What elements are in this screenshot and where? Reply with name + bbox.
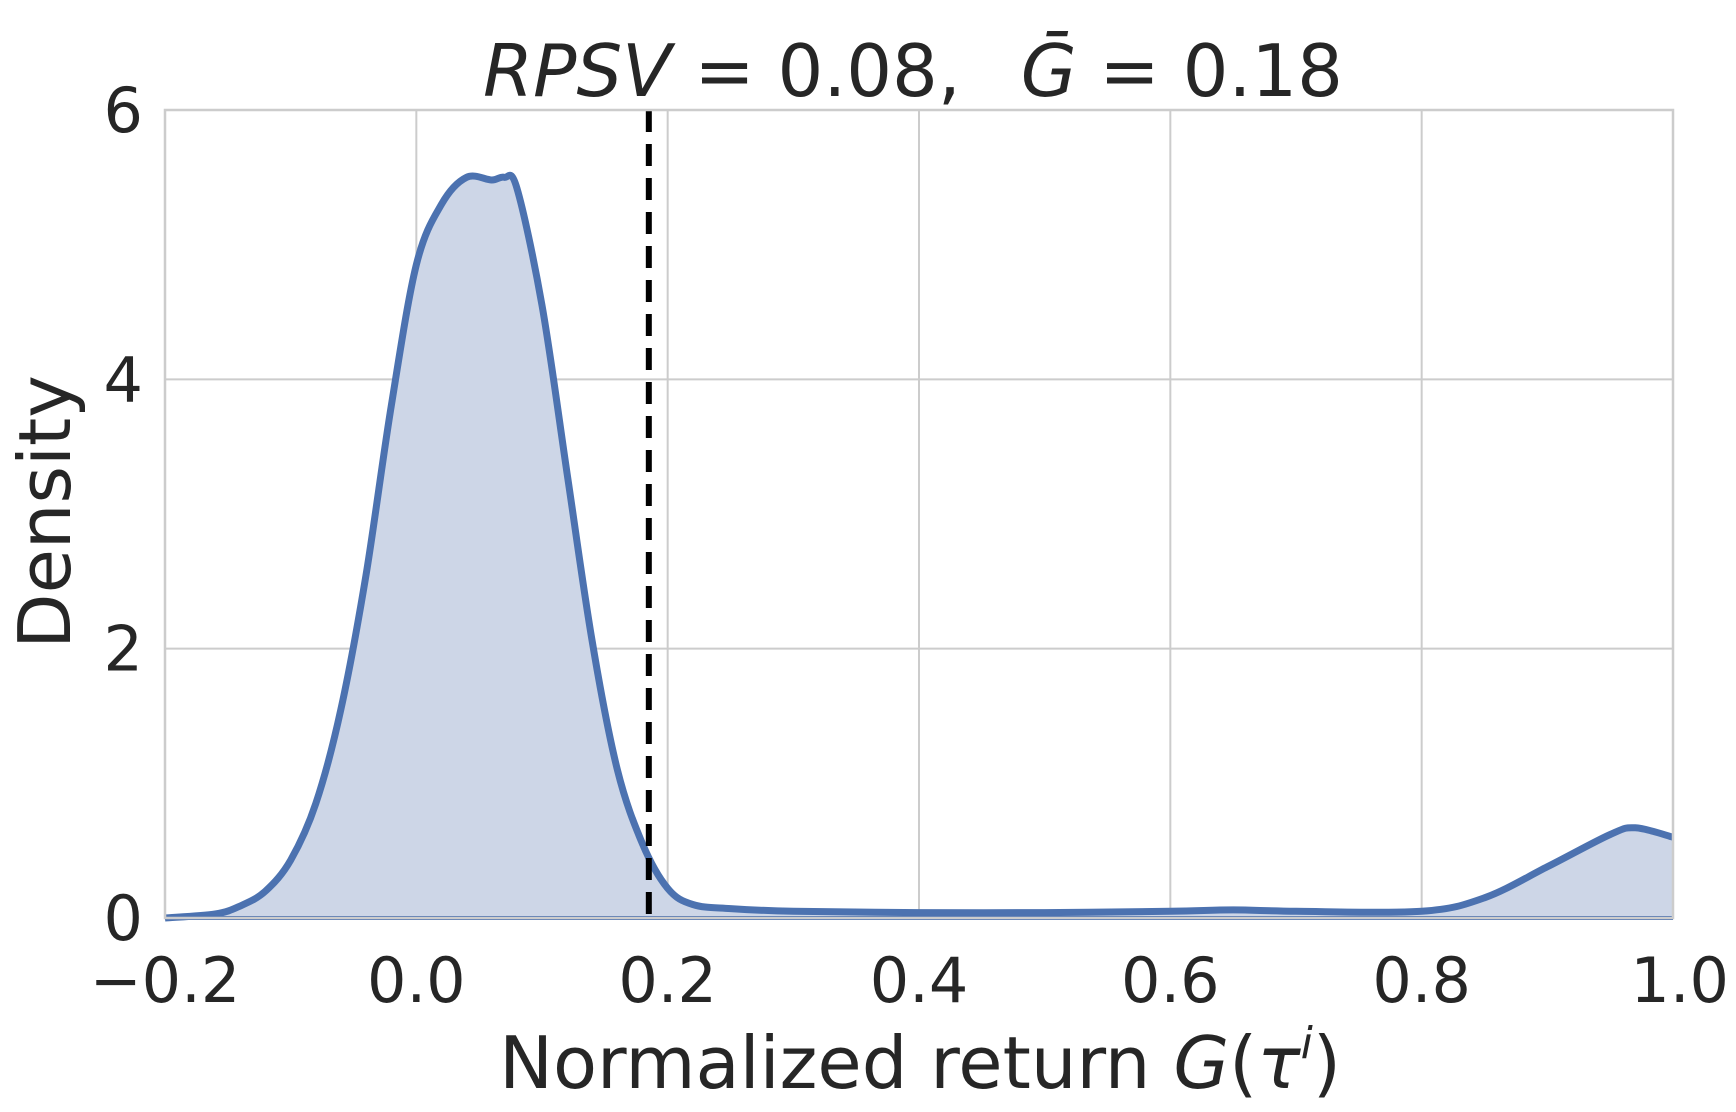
y-tick-labels: 0 2 4 6 — [104, 74, 143, 955]
x-axis-label-close-paren: ) — [1313, 1021, 1341, 1105]
density-curve — [164, 171, 1674, 922]
x-tick-label: 0.2 — [618, 944, 717, 1017]
x-axis-label-superscript: i — [1301, 1018, 1314, 1069]
title-gbar-symbol: Ḡ — [1021, 29, 1077, 113]
y-tick-label: 2 — [104, 613, 143, 686]
title-rpsv-symbol: RPSV — [483, 29, 676, 113]
chart-title: RPSV = 0.08, Ḡ = 0.18 — [483, 29, 1343, 113]
x-axis-label-open-paren: ( — [1229, 1021, 1257, 1105]
x-axis-label-symbol: G — [1173, 1021, 1229, 1105]
y-tick-label: 0 — [104, 882, 143, 955]
x-axis-label-text: Normalized return — [499, 1021, 1173, 1105]
title-rpsv-value: = 0.08, — [671, 29, 960, 113]
x-tick-label: 1.0 — [1630, 944, 1729, 1017]
x-tick-label: 0.4 — [870, 944, 969, 1017]
x-tick-labels: −0.2 0.0 0.2 0.4 0.6 0.8 1.0 — [90, 944, 1729, 1017]
x-tick-label: 0.8 — [1372, 944, 1471, 1017]
y-axis-label: Density — [3, 375, 87, 649]
x-tick-label: 0.6 — [1121, 944, 1220, 1017]
density-fill-area — [165, 175, 1673, 918]
title-gbar-value: = 0.18 — [1077, 29, 1343, 113]
plot-frame — [163, 108, 1675, 920]
x-axis-label: Normalized return G(τi) — [499, 1018, 1341, 1105]
x-tick-label: 0.0 — [367, 944, 466, 1017]
x-axis-label-tau: τ — [1257, 1021, 1301, 1105]
y-tick-label: 4 — [104, 343, 143, 416]
x-tick-label: −0.2 — [90, 944, 241, 1017]
y-tick-label: 6 — [104, 74, 143, 147]
